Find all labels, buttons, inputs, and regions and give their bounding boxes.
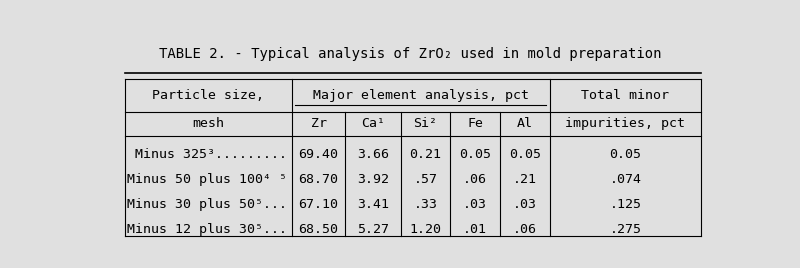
Text: Ca¹: Ca¹ xyxy=(361,117,385,131)
Text: 0.05: 0.05 xyxy=(610,148,642,161)
Text: .074: .074 xyxy=(610,173,642,186)
Text: 1.20: 1.20 xyxy=(410,223,442,236)
Text: .125: .125 xyxy=(610,198,642,211)
Text: 0.05: 0.05 xyxy=(509,148,541,161)
Text: Al: Al xyxy=(517,117,533,131)
Text: TABLE 2. - Typical analysis of ZrO₂ used in mold preparation: TABLE 2. - Typical analysis of ZrO₂ used… xyxy=(158,47,662,61)
Text: 0.21: 0.21 xyxy=(410,148,442,161)
Text: .01: .01 xyxy=(463,223,487,236)
Text: 69.40: 69.40 xyxy=(298,148,338,161)
Text: Particle size,: Particle size, xyxy=(153,89,265,102)
Text: Minus 30 plus 50⁵...: Minus 30 plus 50⁵... xyxy=(127,198,287,211)
Text: 0.05: 0.05 xyxy=(459,148,491,161)
Text: .21: .21 xyxy=(513,173,537,186)
Text: .06: .06 xyxy=(513,223,537,236)
Text: .57: .57 xyxy=(414,173,438,186)
Text: Minus 12 plus 30⁵...: Minus 12 plus 30⁵... xyxy=(127,223,287,236)
Text: 3.41: 3.41 xyxy=(357,198,389,211)
Text: 3.66: 3.66 xyxy=(357,148,389,161)
Text: 68.50: 68.50 xyxy=(298,223,338,236)
Text: Total minor: Total minor xyxy=(582,89,670,102)
Text: .03: .03 xyxy=(513,198,537,211)
Text: .275: .275 xyxy=(610,223,642,236)
Text: mesh: mesh xyxy=(193,117,225,131)
Text: 68.70: 68.70 xyxy=(298,173,338,186)
Text: Major element analysis, pct: Major element analysis, pct xyxy=(313,89,529,102)
Text: Si²: Si² xyxy=(414,117,438,131)
Text: Zr: Zr xyxy=(310,117,326,131)
Text: Fe: Fe xyxy=(467,117,483,131)
Text: .03: .03 xyxy=(463,198,487,211)
Text: .33: .33 xyxy=(414,198,438,211)
Text: Minus 325³.........: Minus 325³......... xyxy=(135,148,287,161)
Text: .06: .06 xyxy=(463,173,487,186)
Text: Minus 50 plus 100⁴ ⁵: Minus 50 plus 100⁴ ⁵ xyxy=(127,173,287,186)
Text: impurities, pct: impurities, pct xyxy=(566,117,686,131)
Text: 5.27: 5.27 xyxy=(357,223,389,236)
Text: 67.10: 67.10 xyxy=(298,198,338,211)
Text: 3.92: 3.92 xyxy=(357,173,389,186)
